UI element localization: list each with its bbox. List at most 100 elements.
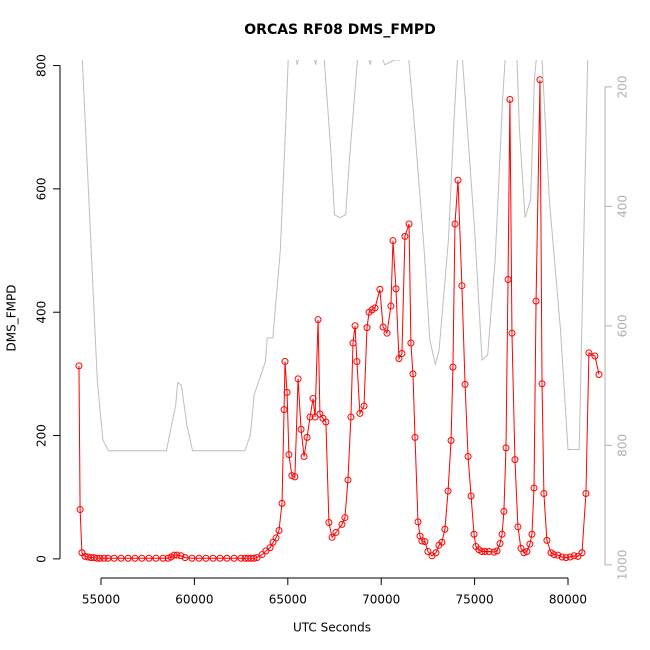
series-line xyxy=(81,60,589,452)
data-point xyxy=(258,551,266,559)
data-point xyxy=(311,413,319,421)
data-point xyxy=(347,413,355,421)
data-point xyxy=(195,554,203,562)
data-point xyxy=(379,323,387,331)
data-point xyxy=(332,528,340,536)
data-point xyxy=(540,490,548,498)
data-point xyxy=(449,363,457,371)
data-point xyxy=(110,554,118,562)
data-point xyxy=(502,444,510,452)
data-point xyxy=(493,547,501,555)
y-tick-label: 400 xyxy=(35,301,49,324)
data-point xyxy=(325,519,333,526)
data-point xyxy=(285,451,293,459)
data-point xyxy=(294,375,302,383)
data-point xyxy=(454,176,462,184)
data-point xyxy=(461,380,469,388)
data-point xyxy=(237,554,245,562)
data-point xyxy=(341,514,349,522)
data-point xyxy=(470,530,478,538)
data-point xyxy=(500,507,508,515)
x-tick-label: 75000 xyxy=(456,593,494,607)
data-point xyxy=(398,350,406,358)
data-point xyxy=(405,220,413,228)
data-point xyxy=(145,554,153,562)
data-point xyxy=(297,425,305,433)
data-point xyxy=(441,525,449,533)
data-point xyxy=(159,554,167,562)
data-point xyxy=(344,476,352,484)
data-point xyxy=(230,554,238,562)
x-tick-label: 80000 xyxy=(549,593,587,607)
data-point xyxy=(360,402,368,410)
data-point xyxy=(209,554,217,562)
data-point xyxy=(538,380,546,388)
data-point xyxy=(532,297,540,305)
data-point xyxy=(356,409,364,417)
data-point xyxy=(202,554,210,562)
data-point xyxy=(418,537,426,545)
data-point xyxy=(100,554,108,562)
data-point xyxy=(383,329,391,337)
y2-tick-label: 800 xyxy=(616,434,630,457)
y-tick-label: 0 xyxy=(35,555,49,563)
x-tick-label: 65000 xyxy=(269,593,307,607)
data-point xyxy=(478,547,486,555)
data-point xyxy=(467,492,475,500)
data-point xyxy=(591,352,599,360)
data-point xyxy=(338,520,346,528)
data-point xyxy=(464,453,472,461)
data-point xyxy=(411,433,419,441)
data-point xyxy=(508,329,516,337)
data-point xyxy=(353,358,361,366)
data-point xyxy=(424,547,432,555)
data-point xyxy=(93,554,101,562)
data-point xyxy=(514,523,522,531)
data-point xyxy=(409,370,417,378)
data-point xyxy=(421,538,429,546)
data-point xyxy=(504,276,512,284)
data-point xyxy=(585,349,593,357)
data-point xyxy=(574,552,582,560)
data-point xyxy=(558,553,566,561)
data-point xyxy=(314,316,322,324)
data-point xyxy=(306,413,314,421)
data-point xyxy=(309,395,317,403)
data-point xyxy=(250,554,258,562)
data-point xyxy=(173,551,181,559)
data-point xyxy=(177,552,185,560)
data-point xyxy=(451,220,459,228)
data-point xyxy=(152,554,160,562)
data-point xyxy=(283,388,291,396)
data-point xyxy=(496,539,504,547)
data-point xyxy=(181,554,189,562)
data-point xyxy=(281,358,289,366)
data-point xyxy=(272,534,280,542)
data-point xyxy=(216,554,224,562)
data-point xyxy=(328,533,336,541)
data-point xyxy=(300,453,308,461)
data-point xyxy=(124,554,132,562)
data-point xyxy=(498,530,506,538)
data-point xyxy=(363,324,371,332)
data-point xyxy=(349,339,357,347)
data-point xyxy=(511,456,519,464)
chart-title: ORCAS RF08 DMS_FMPD xyxy=(244,22,435,38)
data-point xyxy=(280,406,288,414)
data-point xyxy=(253,554,261,562)
data-point xyxy=(432,549,440,557)
data-point xyxy=(401,232,409,240)
data-point xyxy=(392,285,400,293)
data-point xyxy=(526,540,534,548)
data-point xyxy=(170,551,178,559)
data-point xyxy=(351,322,359,330)
data-point xyxy=(131,554,139,562)
x-tick-label: 70000 xyxy=(362,593,400,607)
data-point xyxy=(438,538,446,546)
y-axis-label: DMS_FMPD xyxy=(5,285,19,352)
data-point xyxy=(278,499,286,507)
y2-tick-label: 400 xyxy=(616,195,630,218)
data-point xyxy=(458,282,466,290)
data-point xyxy=(595,371,603,378)
